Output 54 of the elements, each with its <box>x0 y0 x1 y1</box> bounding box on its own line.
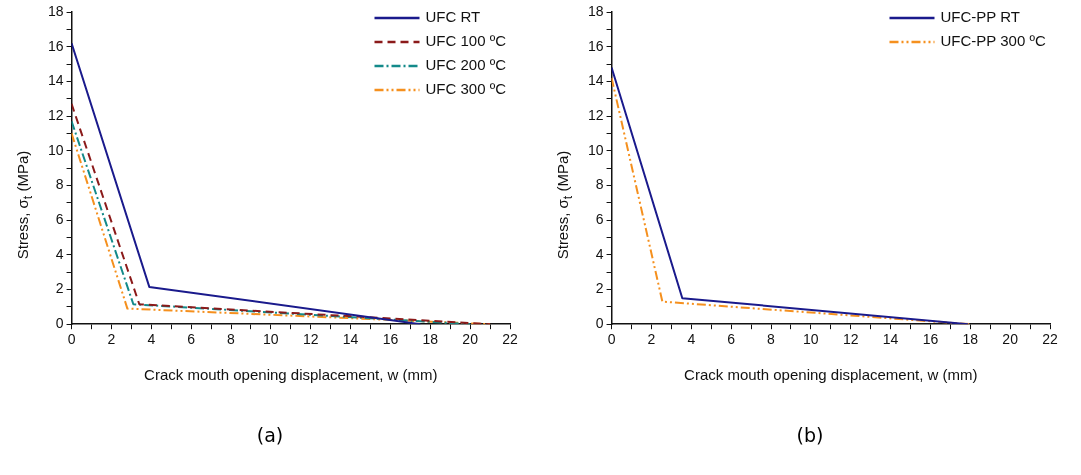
y-tick-label: 10 <box>47 141 64 158</box>
y-tick-label: 2 <box>595 280 604 297</box>
text: (a) <box>255 424 285 446</box>
x-axis-title: Crack mouth opening displacement, w (mm) <box>684 366 978 384</box>
x-tick-label: 18 <box>422 331 439 348</box>
x-tick-label: 4 <box>147 331 156 348</box>
y-tick-label: 8 <box>595 176 604 193</box>
x-tick-label: 6 <box>187 331 196 348</box>
x-tick-label: 6 <box>727 331 736 348</box>
x-tick-label: 22 <box>1042 331 1058 348</box>
y-tick-label: 2 <box>55 280 64 297</box>
y-tick-label: 12 <box>587 106 604 123</box>
y-tick-label: 12 <box>47 106 64 123</box>
legend-label: UFC 300 ºC <box>425 80 507 98</box>
y-tick-label: 18 <box>47 2 64 19</box>
y-tick-label: 0 <box>55 315 64 332</box>
legend-label: UFC 200 ºC <box>425 56 507 74</box>
y-tick-label: 10 <box>587 141 604 158</box>
x-tick-label: 14 <box>342 331 359 348</box>
legend-label: UFC-PP 300 ºC <box>940 32 1046 50</box>
x-tick-label: 12 <box>842 331 859 348</box>
y-tick-label: 18 <box>587 2 604 19</box>
x-tick-label: 10 <box>803 331 819 348</box>
x-tick-label: 8 <box>227 331 236 348</box>
y-tick-label: 6 <box>55 210 64 227</box>
y-tick-label: 6 <box>595 210 604 227</box>
legend-label: UFC-PP RT <box>940 8 1020 26</box>
x-tick-label: 20 <box>462 331 479 348</box>
text: (b) <box>795 424 825 446</box>
x-tick-label: 0 <box>67 331 76 348</box>
legend-label: UFC 100 ºC <box>425 32 507 50</box>
y-tick-label: 16 <box>47 37 64 54</box>
y-tick-label: 16 <box>587 37 604 54</box>
y-tick-label: 8 <box>55 176 64 193</box>
x-tick-label: 8 <box>767 331 776 348</box>
y-tick-label: 4 <box>595 245 604 262</box>
x-tick-label: 22 <box>502 331 518 348</box>
x-axis-title: Crack mouth opening displacement, w (mm) <box>144 366 438 384</box>
legend-label: UFC RT <box>425 8 481 26</box>
x-tick-label: 0 <box>607 331 616 348</box>
x-tick-label: 2 <box>647 331 656 348</box>
x-tick-label: 4 <box>687 331 696 348</box>
y-tick-label: 4 <box>55 245 64 262</box>
x-tick-label: 16 <box>382 331 399 348</box>
y-tick-label: 14 <box>47 72 64 89</box>
x-tick-label: 20 <box>1002 331 1019 348</box>
x-tick-label: 2 <box>107 331 116 348</box>
x-tick-label: 16 <box>922 331 939 348</box>
x-tick-label: 10 <box>263 331 279 348</box>
x-tick-label: 18 <box>962 331 979 348</box>
y-tick-label: 14 <box>587 72 604 89</box>
x-tick-label: 12 <box>302 331 319 348</box>
x-tick-label: 14 <box>882 331 899 348</box>
y-tick-label: 0 <box>595 315 604 332</box>
